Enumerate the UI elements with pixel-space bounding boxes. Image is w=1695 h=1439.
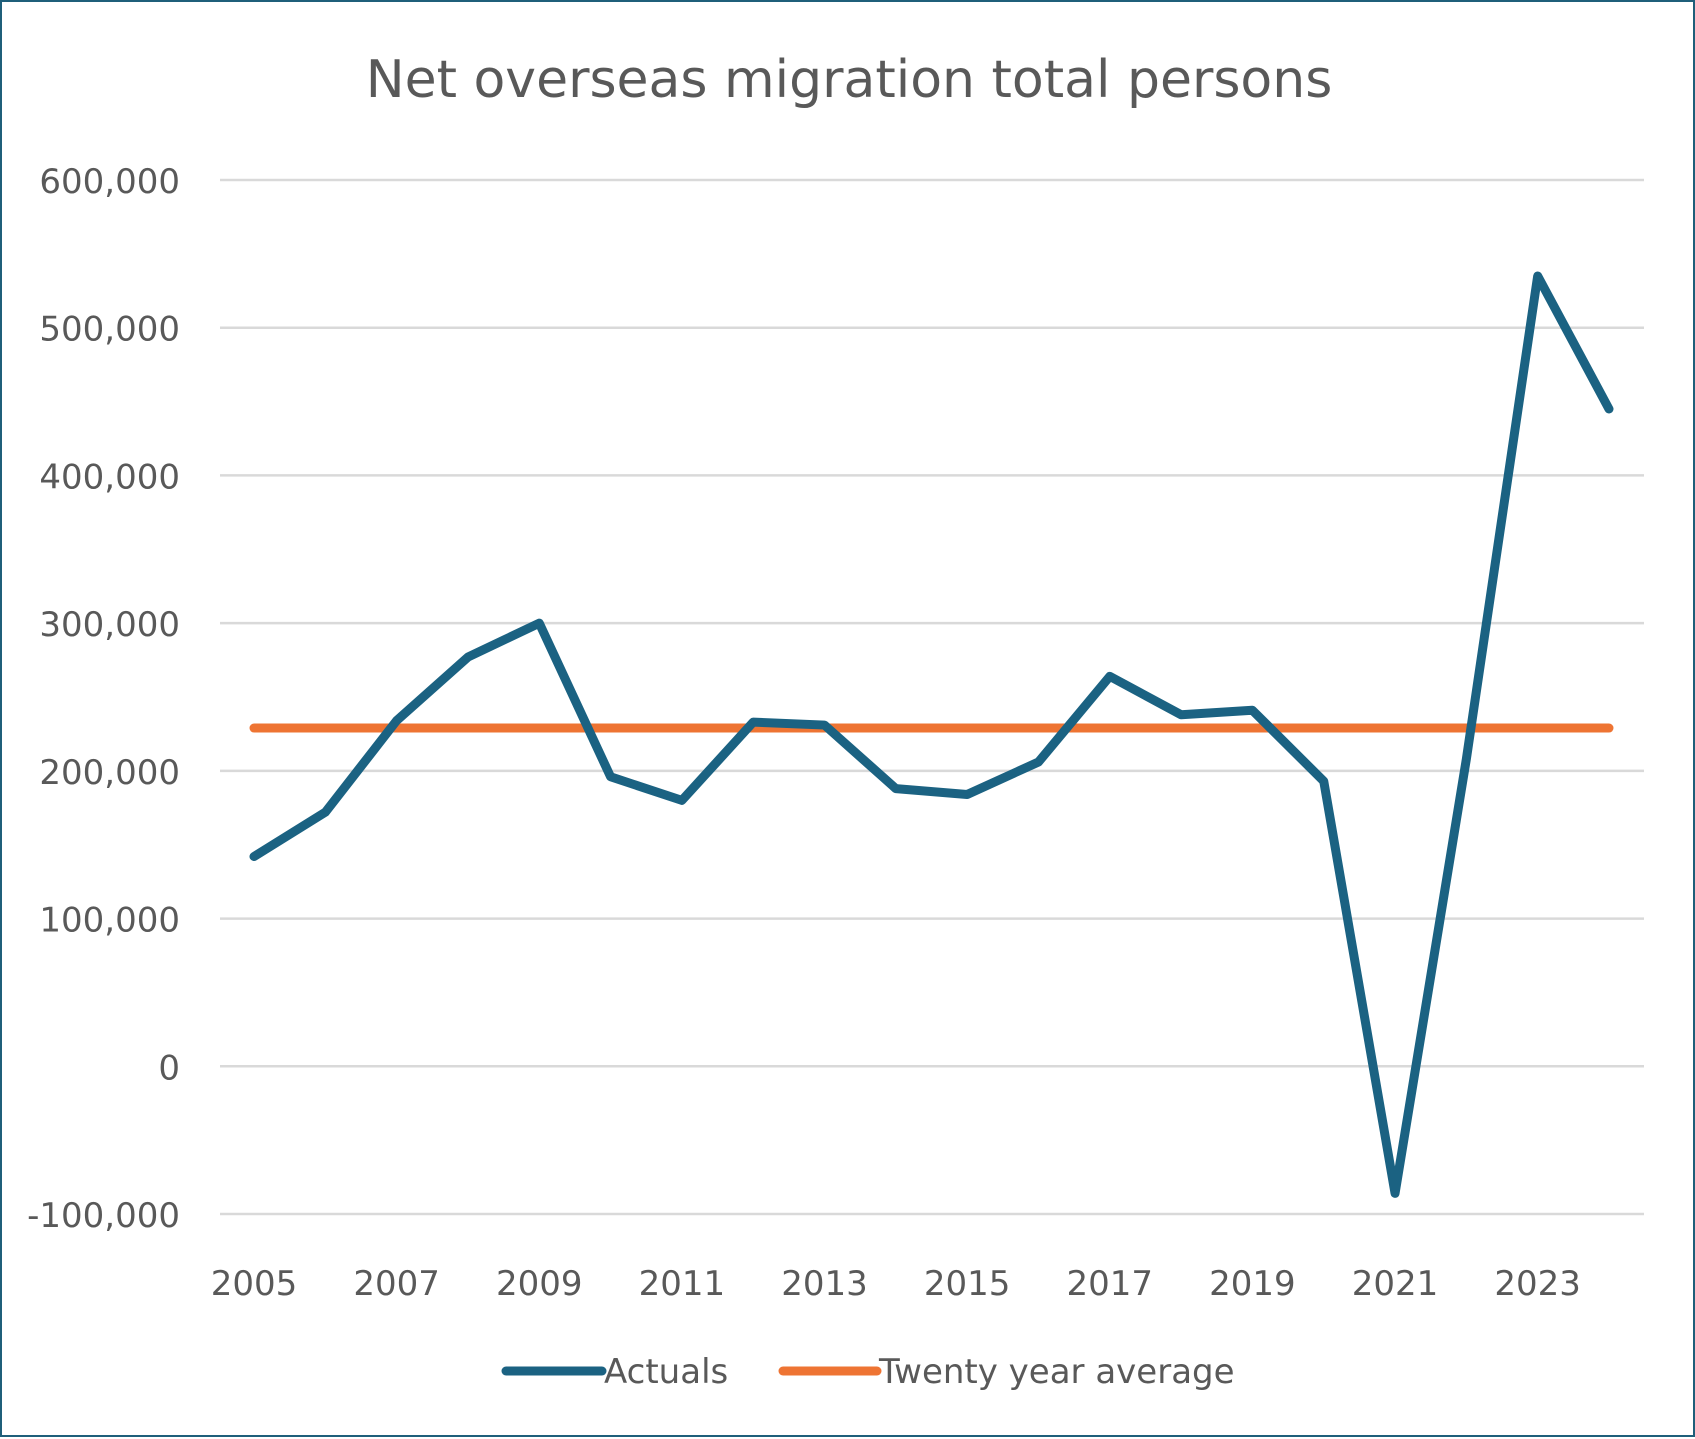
x-tick-label: 2023 (1494, 1264, 1581, 1304)
y-tick-label: 200,000 (39, 753, 180, 793)
x-tick-label: 2009 (496, 1264, 583, 1304)
y-tick-label: 500,000 (39, 310, 180, 350)
legend-label: Actuals (604, 1352, 728, 1392)
x-tick-label: 2005 (211, 1264, 298, 1304)
y-tick-label: 100,000 (39, 901, 180, 941)
actuals-line (249, 271, 1614, 1198)
x-tick-label: 2015 (924, 1264, 1011, 1304)
legend-label: Twenty year average (878, 1352, 1235, 1392)
y-tick-label: 0 (158, 1048, 180, 1088)
x-tick-label: 2017 (1067, 1264, 1154, 1304)
x-tick-label: 2013 (781, 1264, 868, 1304)
y-tick-label: -100,000 (27, 1196, 180, 1236)
x-tick-label: 2021 (1352, 1264, 1439, 1304)
x-tick-label: 2019 (1209, 1264, 1296, 1304)
x-tick-label: 2007 (353, 1264, 440, 1304)
y-tick-label: 300,000 (39, 605, 180, 645)
x-tick-label: 2011 (639, 1264, 726, 1304)
y-tick-label: 600,000 (39, 162, 180, 202)
chart-title: Net overseas migration total persons (366, 50, 1333, 110)
y-tick-label: 400,000 (39, 457, 180, 497)
